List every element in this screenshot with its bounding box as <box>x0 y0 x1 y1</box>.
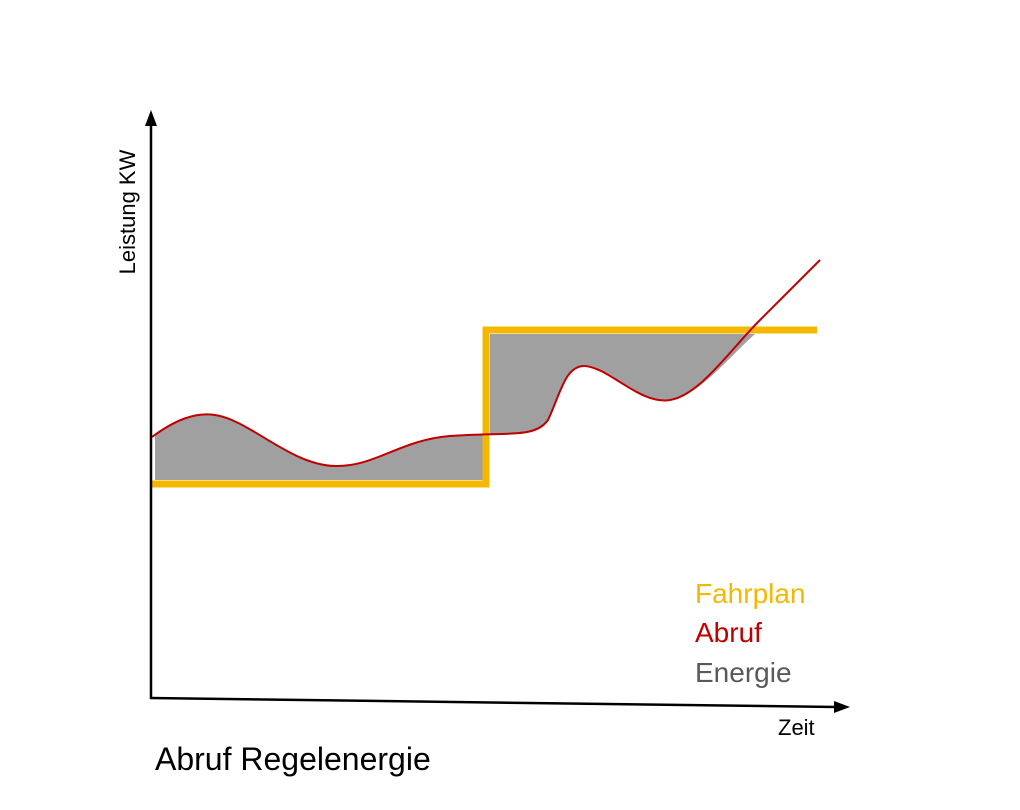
x-axis-arrow <box>834 701 850 713</box>
x-axis <box>149 696 837 709</box>
energy-area <box>155 414 486 480</box>
legend-entry: Abruf <box>695 617 762 648</box>
call-off-curve <box>151 259 821 468</box>
energy-area <box>490 334 755 435</box>
legend-entry: Energie <box>695 657 792 688</box>
y-axis-label: Leistung KW <box>115 149 140 274</box>
legend-entry: Fahrplan <box>695 578 806 609</box>
schedule-line <box>152 326 817 488</box>
x-axis-label: Zeit <box>778 715 815 740</box>
caption: Abruf Regelenergie <box>155 741 431 777</box>
y-axis-arrow <box>145 110 157 126</box>
